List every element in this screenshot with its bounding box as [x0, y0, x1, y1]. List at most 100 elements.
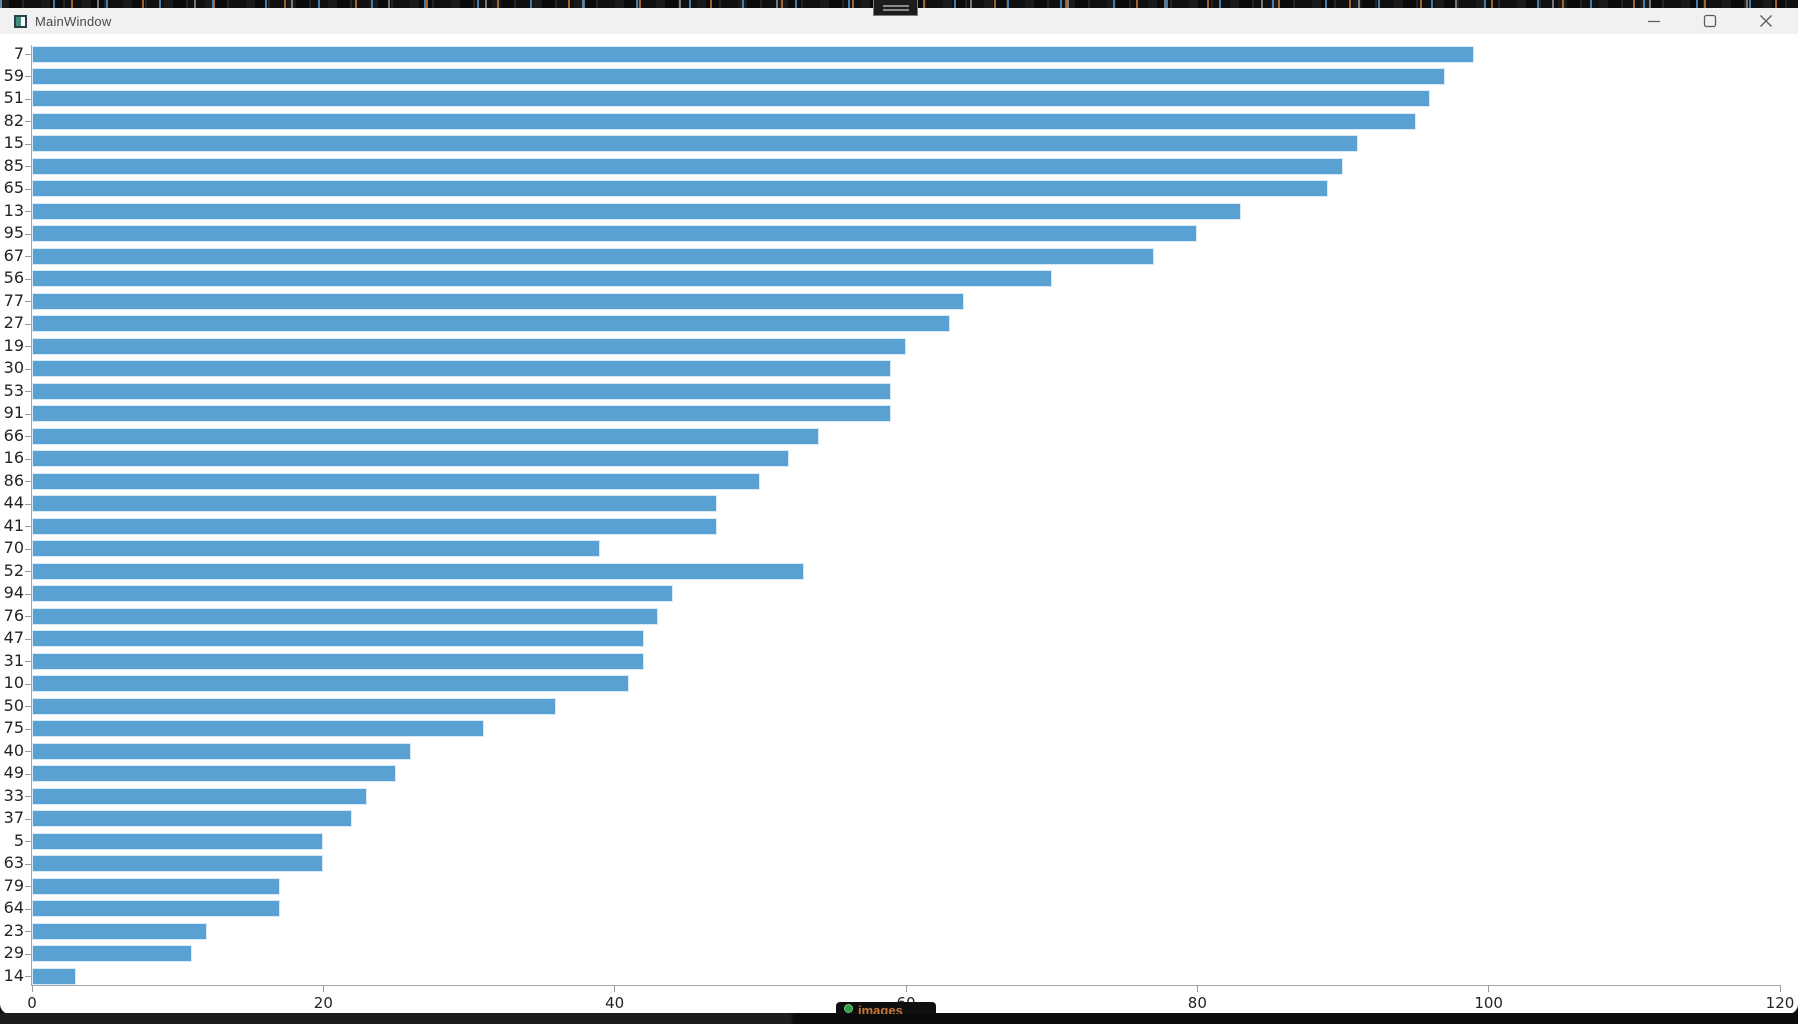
- y-tick: [25, 279, 31, 280]
- taskbar-item-fragment[interactable]: images: [836, 1002, 936, 1014]
- y-tick-label: 94: [3, 583, 24, 603]
- bar: [32, 405, 892, 423]
- screen-edge-handle[interactable]: [873, 0, 918, 16]
- bar: [32, 562, 805, 580]
- y-tick: [25, 391, 31, 392]
- y-tick-label: 53: [3, 380, 24, 400]
- minimize-button[interactable]: [1626, 8, 1682, 34]
- y-tick: [25, 166, 31, 167]
- x-tick: [905, 986, 907, 992]
- y-tick: [25, 436, 31, 437]
- x-tick-label: 120: [1765, 994, 1795, 1012]
- bar: [32, 427, 819, 445]
- x-tick: [614, 986, 616, 992]
- y-tick-label: 40: [3, 740, 24, 760]
- y-tick: [25, 504, 31, 505]
- y-tick: [25, 684, 31, 685]
- bar: [32, 157, 1343, 175]
- y-tick-label: 82: [3, 110, 24, 130]
- bar: [32, 607, 659, 625]
- y-tick-label: 50: [3, 695, 24, 715]
- bar: [32, 697, 557, 715]
- bar: [32, 540, 601, 558]
- y-tick-label: 47: [3, 628, 24, 648]
- y-tick: [25, 459, 31, 460]
- window-controls: [1626, 8, 1794, 34]
- y-tick-label: 15: [3, 133, 24, 153]
- y-tick-label: 41: [3, 515, 24, 535]
- x-tick-label: 40: [605, 994, 625, 1012]
- y-tick: [25, 819, 31, 820]
- y-tick-label: 23: [3, 920, 24, 940]
- bar: [32, 112, 1416, 130]
- bar: [32, 832, 324, 850]
- y-tick-label: 14: [3, 965, 24, 985]
- y-tick: [25, 549, 31, 550]
- bar: [32, 810, 353, 828]
- close-button[interactable]: [1738, 8, 1794, 34]
- bar: [32, 675, 630, 693]
- x-tick-label: 80: [1187, 994, 1207, 1012]
- y-tick: [25, 931, 31, 932]
- y-tick-label: 95: [3, 223, 24, 243]
- maximize-button[interactable]: [1682, 8, 1738, 34]
- y-tick: [25, 256, 31, 257]
- x-tick: [322, 986, 324, 992]
- y-tick-label: 37: [3, 808, 24, 828]
- maximize-icon: [1703, 14, 1717, 28]
- y-tick: [25, 841, 31, 842]
- bar: [32, 90, 1431, 108]
- y-tick-label: 79: [3, 875, 24, 895]
- y-tick-label: 65: [3, 178, 24, 198]
- bar: [32, 247, 1154, 265]
- y-tick: [25, 346, 31, 347]
- y-tick: [25, 706, 31, 707]
- bar: [32, 585, 673, 603]
- y-tick: [25, 864, 31, 865]
- y-tick: [25, 144, 31, 145]
- background-taskbar-sliver: [0, 1013, 1798, 1024]
- bar: [32, 225, 1198, 243]
- bar-chart: 7 59 51 82 15 85 65 13 95 67 56 77 27 19 30 53 91 66 16 86 4…: [0, 8, 1798, 1014]
- bar: [32, 450, 790, 468]
- y-tick: [25, 616, 31, 617]
- main-window: MainWindow 7 59 51 82 15 85 65 13 95 67 56 77 27 19 30…: [0, 8, 1798, 1014]
- y-tick: [25, 774, 31, 775]
- y-tick-label: 10: [3, 673, 24, 693]
- y-tick: [25, 54, 31, 55]
- y-tick-label: 56: [3, 268, 24, 288]
- y-axis-spine: [31, 45, 32, 985]
- bar: [32, 135, 1358, 153]
- x-tick: [1196, 986, 1198, 992]
- y-tick-label: 63: [3, 853, 24, 873]
- bar: [32, 360, 892, 378]
- bar: [32, 67, 1445, 85]
- y-tick: [25, 909, 31, 910]
- x-tick: [1488, 986, 1490, 992]
- y-tick: [25, 414, 31, 415]
- y-tick-label: 86: [3, 470, 24, 490]
- bar: [32, 517, 717, 535]
- y-tick: [25, 571, 31, 572]
- y-tick: [25, 526, 31, 527]
- y-tick-label: 70: [3, 538, 24, 558]
- y-tick: [25, 76, 31, 77]
- bar: [32, 720, 484, 738]
- minimize-icon: [1648, 20, 1660, 23]
- bar: [32, 292, 965, 310]
- bar: [32, 202, 1242, 220]
- y-tick: [25, 639, 31, 640]
- close-icon: [1760, 15, 1772, 27]
- y-tick-label: 5: [13, 830, 24, 850]
- bar: [32, 337, 906, 355]
- y-tick-label: 19: [3, 335, 24, 355]
- y-tick: [25, 99, 31, 100]
- y-tick: [25, 234, 31, 235]
- y-tick: [25, 661, 31, 662]
- bar: [32, 787, 368, 805]
- bar: [32, 270, 1052, 288]
- y-tick: [25, 976, 31, 977]
- bar: [32, 945, 193, 962]
- y-tick: [25, 324, 31, 325]
- y-tick-label: 75: [3, 718, 24, 738]
